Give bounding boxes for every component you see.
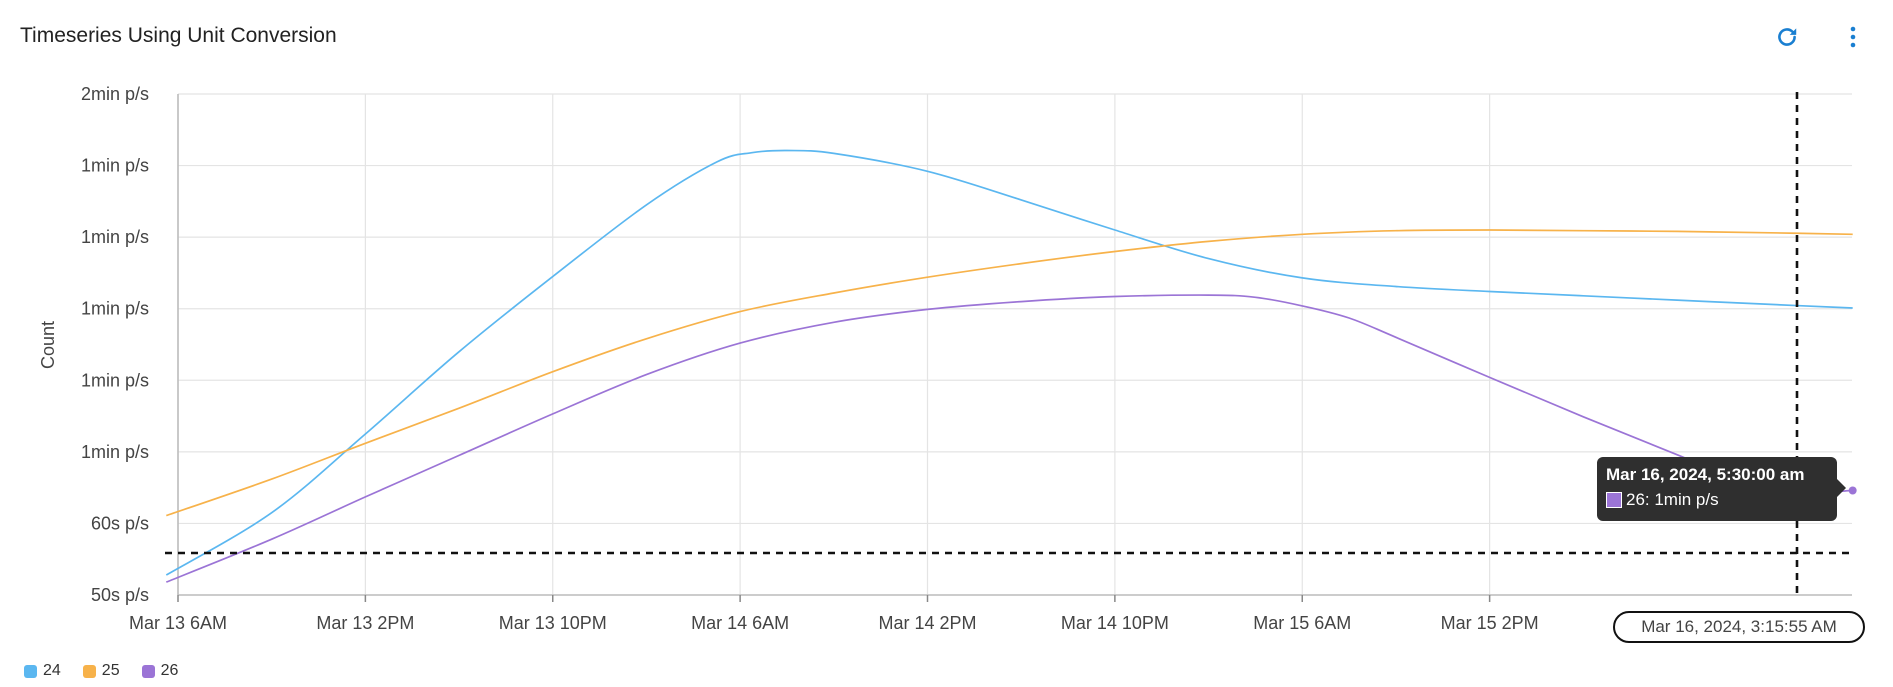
- legend-swatch: [141, 664, 155, 678]
- legend-label: 26: [160, 662, 179, 679]
- legend-label: 25: [101, 662, 120, 679]
- cursor-time-label: Mar 16, 2024, 3:15:55 AM: [1613, 611, 1865, 643]
- x-tick-label: Mar 13 2PM: [316, 613, 414, 633]
- y-tick-label: 1min p/s: [81, 299, 149, 319]
- x-tick-label: Mar 15 6AM: [1253, 613, 1351, 633]
- y-axis-label: Count: [38, 321, 58, 369]
- legend-item-26[interactable]: 26: [141, 662, 179, 680]
- series-line-24[interactable]: [165, 149, 1853, 576]
- kebab-menu-button[interactable]: [1838, 22, 1868, 52]
- tooltip-title: Mar 16, 2024, 5:30:00 am: [1606, 465, 1805, 484]
- y-tick-label: 1min p/s: [81, 370, 149, 390]
- x-tick-label: Mar 14 6AM: [691, 613, 789, 633]
- y-tick-label: 2min p/s: [81, 84, 149, 104]
- refresh-button[interactable]: [1772, 22, 1802, 52]
- y-tick-label: 50s p/s: [91, 585, 149, 605]
- tooltip-series-swatch: [1606, 492, 1622, 508]
- tooltip-value: 26: 1min p/s: [1626, 490, 1719, 509]
- y-tick-label: 1min p/s: [81, 227, 149, 247]
- legend-item-24[interactable]: 24: [24, 662, 61, 680]
- tooltip-row: 26: 1min p/s: [1606, 487, 1828, 513]
- hover-point-marker: [1848, 486, 1857, 495]
- kebab-menu-icon: [1850, 26, 1856, 48]
- legend-label: 24: [43, 662, 61, 679]
- y-tick-label: 60s p/s: [91, 513, 149, 533]
- x-tick-label: Mar 13 10PM: [499, 613, 607, 633]
- legend-swatch: [24, 664, 37, 678]
- series-line-26[interactable]: [165, 294, 1853, 583]
- series-line-25[interactable]: [166, 229, 1853, 517]
- y-tick-label: 1min p/s: [81, 156, 149, 176]
- x-tick-label: Mar 14 10PM: [1061, 613, 1169, 633]
- y-tick-label: 1min p/s: [81, 442, 149, 462]
- legend-item-25[interactable]: 25: [82, 662, 120, 680]
- refresh-icon: [1778, 28, 1797, 46]
- legend-swatch: [82, 664, 96, 678]
- panel-title: Timeseries Using Unit Conversion: [20, 24, 337, 47]
- hover-tooltip: Mar 16, 2024, 5:30:00 am 26: 1min p/s: [1597, 457, 1846, 521]
- chart-legend: 24 25 26: [24, 662, 178, 680]
- x-tick-label: Mar 13 6AM: [129, 613, 227, 633]
- x-tick-label: Mar 15 2PM: [1441, 613, 1539, 633]
- x-tick-label: Mar 14 2PM: [878, 613, 976, 633]
